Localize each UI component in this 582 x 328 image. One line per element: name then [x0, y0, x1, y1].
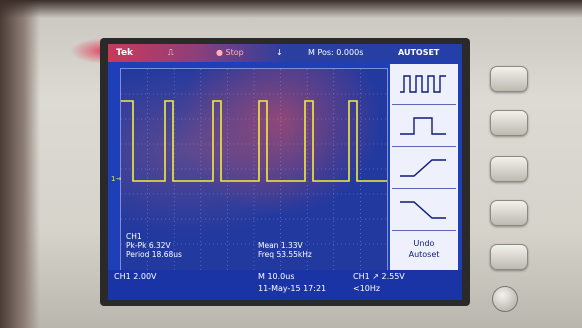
menu-item-rising-edge[interactable] — [392, 150, 456, 189]
trigger-shape-icon: ⎍ — [168, 48, 174, 57]
autoset-menu: Undo Autoset — [390, 64, 458, 270]
autoset-label: Autoset — [408, 250, 440, 259]
bottom-status-bar: CH1 2.00V M 10.0us CH1 ↗ 2.55V 11-May-15… — [108, 270, 462, 300]
top-shadow — [0, 0, 582, 18]
date-time: 11-May-15 17:21 — [258, 284, 327, 293]
option-button-2[interactable] — [490, 110, 528, 136]
brand-logo: Tek — [116, 48, 134, 58]
measurement-channel: CH1 — [126, 232, 142, 241]
undo-autoset-label: Undo Autoset — [392, 230, 456, 276]
trigger-position-marker: ↓ — [276, 48, 283, 57]
period-readout: Period 18.68us — [126, 250, 182, 259]
timebase: M 10.0us — [258, 272, 295, 281]
freq-readout: Freq 53.55kHz — [258, 250, 312, 259]
pk-pk-readout: Pk-Pk 6.32V — [126, 241, 171, 250]
option-button-4[interactable] — [490, 200, 528, 226]
measurement-left: CH1 Pk-Pk 6.32V Period 18.68us — [126, 232, 182, 259]
trigger-frequency: <10Hz — [353, 284, 381, 293]
mean-readout: Mean 1.33V — [258, 241, 303, 250]
horizontal-position: M Pos: 0.000s — [308, 48, 364, 57]
trigger-level: CH1 ↗ 2.55V — [353, 272, 405, 281]
menu-item-square-wave[interactable] — [392, 66, 456, 105]
top-status-bar: Tek ⎍ ● Stop ↓ M Pos: 0.000s AUTOSET — [108, 44, 462, 62]
menu-title: AUTOSET — [398, 48, 440, 57]
undo-label: Undo — [413, 239, 435, 248]
option-button-3[interactable] — [490, 156, 528, 182]
measurement-right: Mean 1.33V Freq 53.55kHz — [258, 241, 312, 259]
ch1-trace — [121, 100, 387, 182]
oscilloscope-screen: Tek ⎍ ● Stop ↓ M Pos: 0.000s AUTOSET — [108, 44, 462, 300]
falling-edge-icon — [400, 201, 446, 219]
menu-item-falling-edge[interactable] — [392, 192, 456, 231]
ch1-scale: CH1 2.00V — [114, 272, 157, 281]
graticule-svg — [121, 69, 387, 271]
run-stop-status: ● Stop — [216, 48, 244, 57]
rising-edge-icon — [400, 159, 446, 177]
single-pulse-icon — [400, 117, 446, 135]
menu-item-undo-autoset[interactable]: Undo Autoset — [392, 230, 456, 268]
left-shadow — [0, 0, 40, 328]
option-button-1[interactable] — [490, 66, 528, 92]
waveform-graticule: 1→ — [111, 68, 388, 272]
ground-marker: 1→ — [111, 175, 122, 183]
option-button-5[interactable] — [490, 244, 528, 270]
square-wave-icon — [400, 75, 446, 93]
multipurpose-knob[interactable] — [492, 286, 518, 312]
menu-item-single-pulse[interactable] — [392, 108, 456, 147]
